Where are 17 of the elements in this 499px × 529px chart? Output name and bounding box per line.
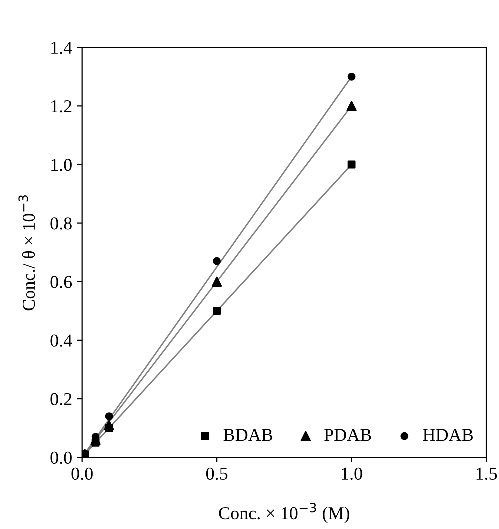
- y-tick-label: 0.0: [50, 452, 72, 464]
- x-tick-label: 1.0: [342, 468, 362, 480]
- y-tick-label: 0.4: [50, 334, 72, 347]
- y-axis-title: Conc./ θ × 10$^{−3}$: [18, 196, 36, 311]
- y-tick-label: 1.4: [52, 42, 72, 54]
- y-tick-label: 1.2: [52, 100, 72, 113]
- x-axis-title: Conc. × 10$^{−3}$ (M): [219, 503, 350, 524]
- legend-label: HDAB: [423, 429, 473, 442]
- legend-label: PDAB: [324, 429, 372, 442]
- x-tick-label: 1.5: [476, 468, 498, 480]
- y-tick-label: 0.2: [50, 393, 72, 406]
- x-tick-label: 0.0: [72, 468, 93, 480]
- y-tick-label: 1.0: [52, 159, 72, 172]
- x-tick-label: 0.5: [206, 468, 228, 480]
- y-tick-label: 0.6: [50, 276, 72, 288]
- y-tick-label: 0.8: [50, 218, 72, 230]
- legend-label: BDAB: [224, 429, 273, 442]
